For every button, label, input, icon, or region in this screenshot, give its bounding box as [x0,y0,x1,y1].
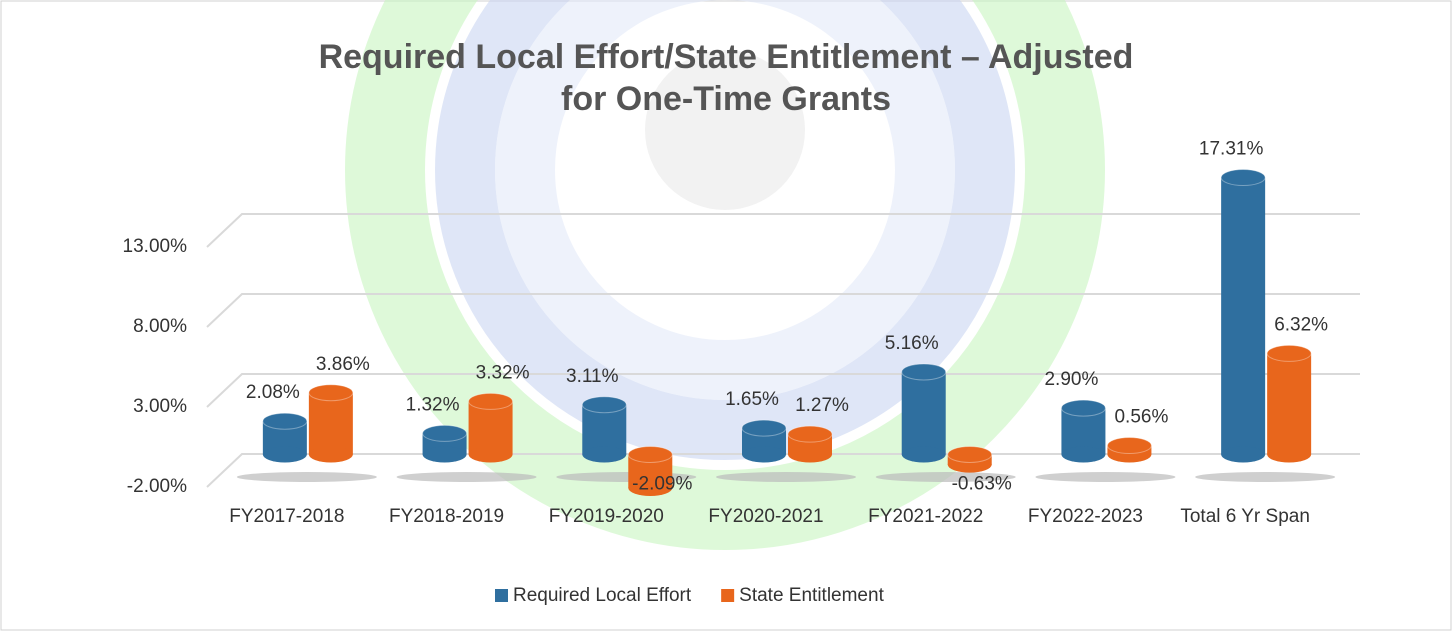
bar-cap [1107,438,1151,454]
y-tick-label: 8.00% [133,316,187,337]
bar-cap [469,393,513,409]
value-label: 0.56% [1114,407,1168,428]
bar [1221,178,1265,455]
y-tick-label: 3.00% [133,396,187,417]
x-tick-label: FY2020-2021 [691,505,841,529]
value-label: 1.27% [795,395,849,416]
bar-cap [948,447,992,463]
floor-shadow [237,472,377,482]
chart-title: Required Local Effort/State Entitlement … [306,36,1146,120]
bar-base [902,447,946,463]
bar-cap [309,385,353,401]
x-tick-label: FY2018-2019 [372,505,522,529]
bar-base [582,447,626,463]
bar-cap [423,425,467,441]
bar-base [788,447,832,463]
value-label: 1.32% [406,394,460,415]
value-label: -0.63% [952,474,1012,495]
bar-cap [1267,345,1311,361]
legend-swatch [721,589,734,602]
floor-shadow [716,472,856,482]
bar-base [1221,447,1265,463]
x-tick-label: FY2019-2020 [531,505,681,529]
bar [1267,353,1311,454]
bar-base [742,447,786,463]
value-label: 2.08% [246,382,300,403]
value-label: 17.31% [1199,139,1264,160]
value-label: -2.09% [632,474,692,495]
x-tick-label: Total 6 Yr Span [1170,505,1320,529]
value-label: 3.32% [476,362,530,383]
y-tick-label: 13.00% [123,236,188,257]
x-tick-label: FY2021-2022 [851,505,1001,529]
floor-shadow [1035,472,1175,482]
value-label: 3.86% [316,354,370,375]
bar-base [1061,447,1105,463]
value-label: 5.16% [885,333,939,354]
floor-shadow [397,472,537,482]
y-tick-label: -2.00% [127,476,187,497]
bar-base [309,447,353,463]
bar-base [263,447,307,463]
bar-base [423,447,467,463]
value-label: 1.65% [725,389,779,410]
bar [902,372,946,455]
bar-cap [263,413,307,429]
bar-base [1267,447,1311,463]
bar-cap [742,420,786,436]
chart-root: -2.00% 3.00% 8.00% 13.00% 2.08% 3.86% 1.32% 3.3… [0,0,1452,631]
bar [309,393,353,455]
bar-cap [582,397,626,413]
bar-cap [902,364,946,380]
bar-cap [628,447,672,463]
x-tick-label: FY2022-2023 [1010,505,1160,529]
bar-cap [1221,170,1265,186]
bar-cap [788,426,832,442]
value-label: 6.32% [1274,314,1328,335]
legend-swatch [495,589,508,602]
legend-label: State Entitlement [739,585,884,606]
bar-base [469,447,513,463]
bar-cap [1061,400,1105,416]
floor-shadow [1195,472,1335,482]
legend-label: Required Local Effort [513,585,692,606]
value-label: 2.90% [1044,369,1098,390]
value-label: 3.11% [566,366,619,387]
x-tick-label: FY2017-2018 [212,505,362,529]
